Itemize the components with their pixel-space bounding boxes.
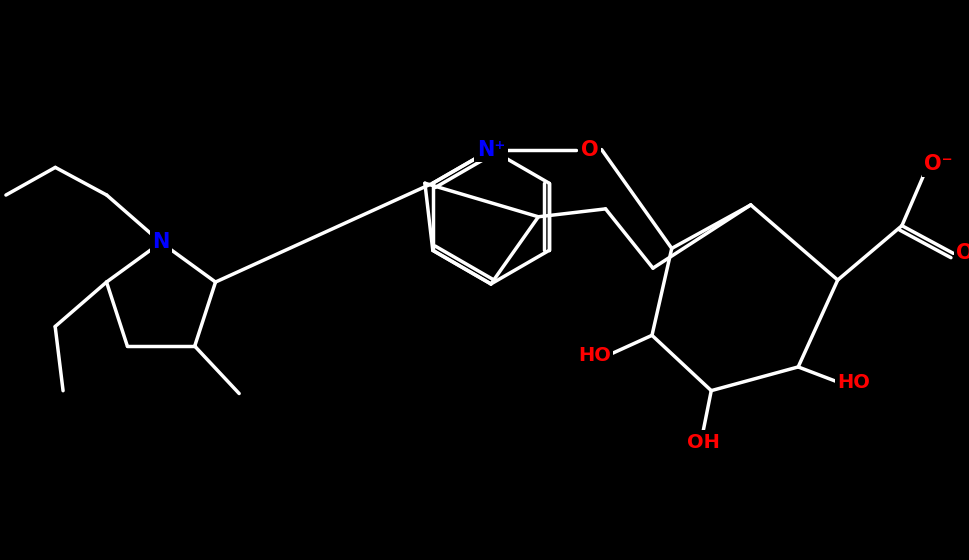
Text: HO: HO (578, 346, 610, 365)
Text: O: O (580, 139, 598, 160)
Text: O⁻: O⁻ (923, 155, 952, 174)
Text: N⁺: N⁺ (477, 139, 505, 160)
Text: HO: HO (836, 373, 869, 392)
Text: O: O (955, 244, 969, 263)
Text: OH: OH (686, 432, 719, 451)
Text: N: N (152, 232, 170, 253)
